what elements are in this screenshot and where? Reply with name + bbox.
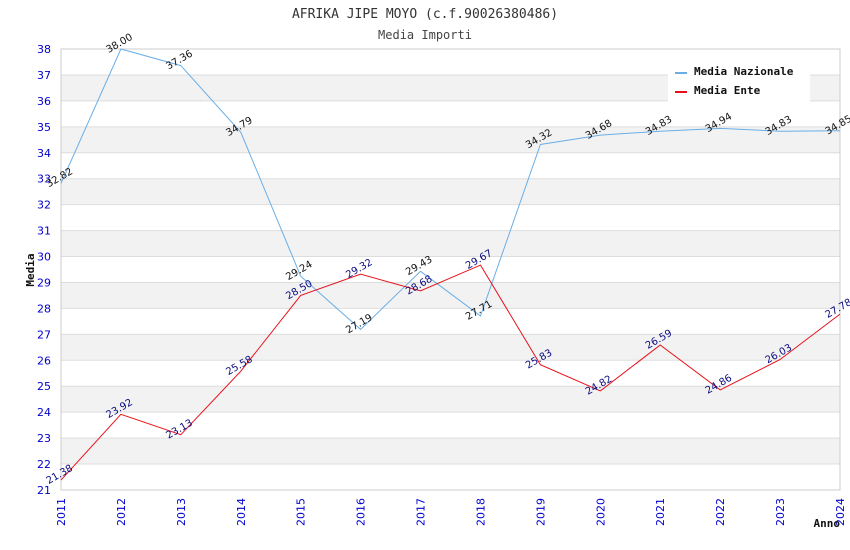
chart-title: AFRIKA JIPE MOYO (c.f.90026380486) [292,7,558,22]
data-label: 29.32 [344,257,374,281]
y-tick-label: 26 [37,354,51,367]
x-tick-label: 2015 [295,498,308,526]
y-tick-label: 34 [37,147,51,160]
x-axis-label: Anno [814,517,841,530]
legend-label-media-nazionale: Media Nazionale [694,65,794,78]
y-tick-label: 28 [37,302,51,315]
series-line-media-ente [60,264,841,481]
x-tick-label: 2017 [415,498,428,526]
x-tick-label: 2012 [115,498,128,526]
data-label: 29.43 [404,254,434,278]
x-axis-ticks: 2011 2012 2013 2014 2015 2016 2017 2018 2019 2020… [55,498,847,526]
y-tick-label: 35 [37,121,51,134]
y-axis-ticks: 21 22 23 24 25 26 27 28 29 30 31 32 33 34 35 36 37 38 [37,43,51,497]
grid-band [61,334,840,361]
plot-area [60,48,841,491]
y-tick-label: 36 [37,95,51,108]
x-tick-label: 2019 [534,498,547,526]
grid-band [61,438,840,465]
y-tick-label: 29 [37,276,51,289]
data-label: 37.36 [164,49,194,73]
x-tick-label: 2021 [654,498,667,526]
x-tick-label: 2011 [55,498,68,526]
x-tick-label: 2024 [834,498,847,526]
x-tick-label: 2022 [714,498,727,526]
legend-box [668,60,810,102]
x-tick-label: 2023 [774,498,787,526]
y-tick-label: 25 [37,380,51,393]
grid-band [61,230,840,257]
x-tick-label: 2016 [355,498,368,526]
grid-band [61,386,840,413]
x-tick-label: 2020 [594,498,607,526]
x-tick-label: 2018 [474,498,487,526]
y-tick-label: 31 [37,225,51,238]
grid-lines [61,48,840,491]
y-axis-label: Media [24,253,37,286]
y-tick-label: 24 [37,406,51,419]
chart-subtitle: Media Importi [378,28,472,42]
y-tick-label: 37 [37,69,51,82]
series-lines [60,48,841,481]
grid-band [61,178,840,205]
y-tick-label: 38 [37,43,51,56]
series-line-media-nazionale [60,48,841,331]
data-label: 27.19 [344,312,374,336]
grid-band [61,126,840,153]
grid-bands [61,74,840,465]
y-tick-label: 32 [37,199,51,212]
y-tick-label: 22 [37,458,51,471]
legend-label-media-ente: Media Ente [694,84,761,97]
data-label: 29.24 [284,259,314,283]
grid-band [61,282,840,309]
y-tick-label: 23 [37,432,51,445]
legend: Media Nazionale Media Ente [668,60,810,102]
x-tick-label: 2013 [175,498,188,526]
y-tick-label: 27 [37,328,51,341]
y-tick-label: 33 [37,173,51,186]
y-tick-label: 21 [37,484,51,497]
x-tick-label: 2014 [235,498,248,526]
y-tick-label: 30 [37,251,51,264]
